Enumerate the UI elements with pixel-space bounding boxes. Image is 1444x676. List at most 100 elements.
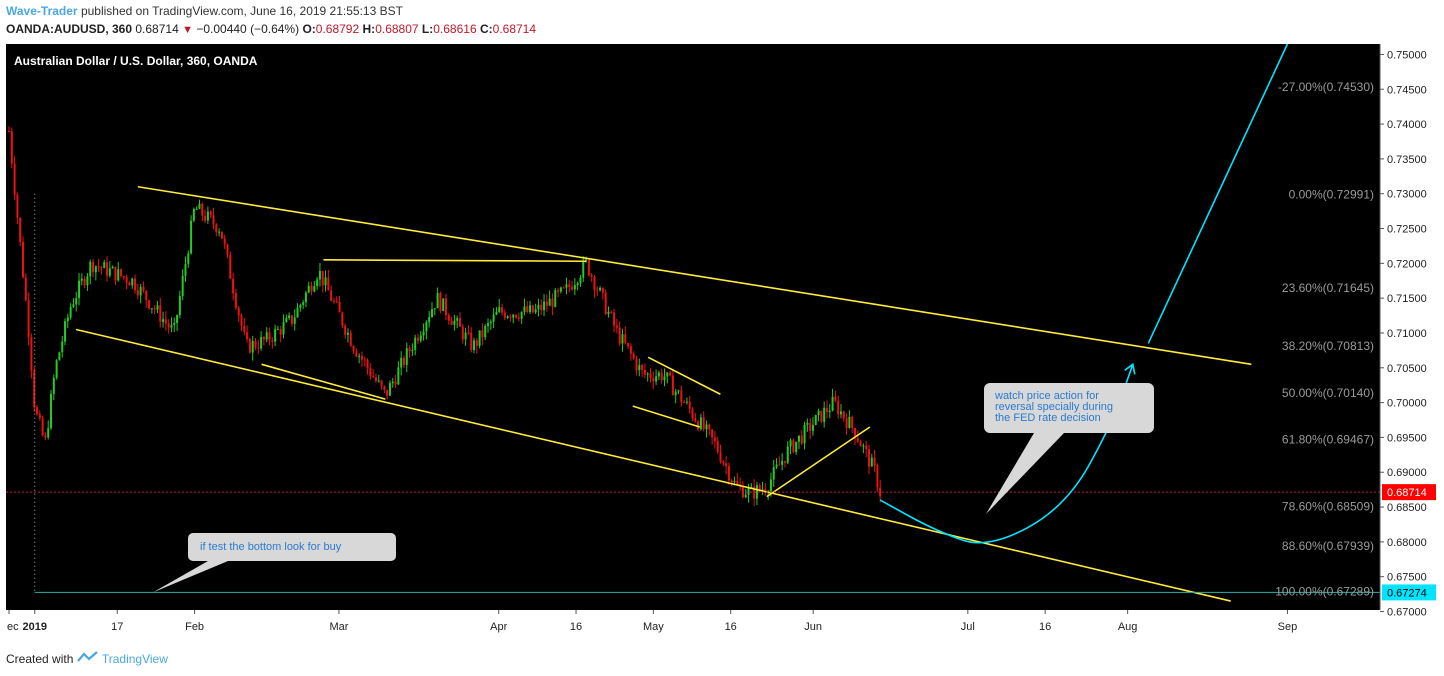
candle-body <box>604 292 607 315</box>
candle-body <box>243 325 246 333</box>
candle-body <box>621 334 624 344</box>
candle-body <box>293 317 296 324</box>
candle-body <box>736 480 739 485</box>
current-price-tag-bg <box>1382 484 1436 501</box>
tradingview-link[interactable]: TradingView <box>101 652 168 666</box>
price-chart[interactable]: -27.00%(0.74530) 0.00%(0.72991) 23.60%(0.7… <box>6 43 1438 640</box>
candle-body <box>190 220 193 254</box>
candle-body <box>223 238 226 245</box>
candle-body <box>279 329 282 335</box>
candle-body <box>265 332 268 340</box>
candle-body <box>240 315 243 326</box>
candle-body <box>755 485 758 499</box>
candle-body <box>402 357 405 365</box>
candle-body <box>747 487 750 495</box>
footer: Created with TradingView <box>6 651 168 666</box>
candle-body <box>758 485 761 491</box>
candle-body <box>610 311 613 313</box>
support-price-tag-label: 0.67274 <box>1387 587 1427 599</box>
candle-body <box>232 278 235 294</box>
y-tick-label: 0.68000 <box>1387 537 1427 549</box>
candle-body <box>772 467 775 480</box>
candle-body <box>64 321 67 342</box>
candle-body <box>618 327 621 344</box>
candle-body <box>669 372 672 376</box>
fib-label: 61.80%(0.69467) <box>1282 433 1374 447</box>
candle-body <box>551 298 554 307</box>
candle-body <box>352 346 355 352</box>
candle-body <box>517 317 520 319</box>
candle-body <box>316 279 319 287</box>
candle-body <box>632 353 635 359</box>
candle-body <box>627 342 630 347</box>
candle-body <box>489 321 492 324</box>
author-link[interactable]: Wave-Trader <box>6 4 78 18</box>
candle-body <box>145 290 148 301</box>
candle-body <box>688 401 691 410</box>
candle-body <box>461 326 464 340</box>
candle-body <box>867 449 870 467</box>
created-with-text: Created with <box>6 652 74 666</box>
candle-body <box>117 269 120 281</box>
candle-body <box>593 276 596 290</box>
published-text: published on TradingView.com, June 16, 2… <box>80 4 403 18</box>
candle-body <box>176 315 179 323</box>
x-tick-label: Jul <box>961 621 975 633</box>
candle-body <box>615 325 618 328</box>
candle-body <box>41 418 44 436</box>
chart-container[interactable]: -27.00%(0.74530) 0.00%(0.72991) 23.60%(0.7… <box>6 43 1438 640</box>
candle-body <box>61 341 64 353</box>
candle-body <box>573 285 576 290</box>
candle-body <box>307 285 310 293</box>
time-axis[interactable] <box>6 610 1438 640</box>
candle-body <box>134 278 137 291</box>
x-tick-label: Apr <box>490 621 507 633</box>
candle-body <box>195 208 198 210</box>
candle-body <box>212 215 215 225</box>
candle-body <box>346 332 349 335</box>
candle-body <box>769 479 772 492</box>
candle-body <box>702 417 705 430</box>
y-tick-label: 0.72000 <box>1387 258 1427 270</box>
x-tick-label: 17 <box>111 621 123 633</box>
candle-body <box>369 368 372 377</box>
candle-body <box>237 307 240 316</box>
candle-body <box>545 301 548 306</box>
candle-body <box>148 300 151 309</box>
candle-body <box>83 278 86 286</box>
candle-body <box>324 277 327 286</box>
candle-body <box>92 261 95 273</box>
candle-body <box>579 277 582 284</box>
candle-body <box>173 322 176 326</box>
candle-body <box>86 276 89 286</box>
candle-body <box>285 317 288 323</box>
candle-body <box>506 316 509 318</box>
trendline-wedge-upper <box>766 426 871 498</box>
candle-body <box>248 339 251 353</box>
trendline-channel-upper <box>137 185 1252 366</box>
candle-body <box>198 203 201 209</box>
candle-body <box>467 332 470 334</box>
candle-body <box>590 275 593 277</box>
candle-body <box>327 277 330 291</box>
candle-body <box>649 373 652 379</box>
candle-body <box>512 314 515 318</box>
candle-body <box>825 407 828 413</box>
candle-body <box>192 208 195 221</box>
candle-body <box>459 318 462 327</box>
candle-body <box>839 411 842 415</box>
candle-body <box>820 410 823 422</box>
fib-label: 50.00%(0.70140) <box>1282 386 1374 400</box>
candle-body <box>114 266 117 281</box>
close-label: C: <box>479 22 493 36</box>
candle-body <box>750 486 753 488</box>
price-axis[interactable] <box>1380 44 1438 610</box>
candle-body <box>288 315 291 318</box>
last-price: 0.68714 <box>135 22 179 36</box>
candle-body <box>442 298 445 311</box>
x-tick-label: 2019 <box>23 621 47 633</box>
candle-body <box>450 320 453 325</box>
candle-body <box>156 305 159 310</box>
fib-label: 0.00%(0.72991) <box>1289 187 1374 201</box>
candle-body <box>355 351 358 357</box>
